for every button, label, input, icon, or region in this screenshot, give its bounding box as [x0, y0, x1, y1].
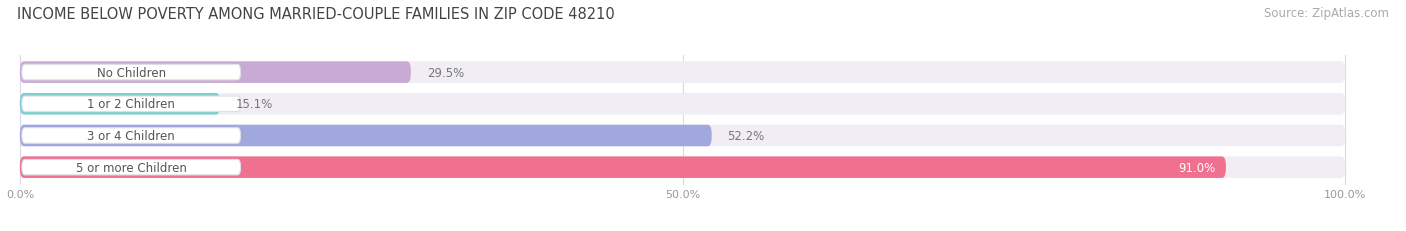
Text: No Children: No Children: [97, 66, 166, 79]
Text: 91.0%: 91.0%: [1178, 161, 1215, 174]
Text: 29.5%: 29.5%: [427, 66, 464, 79]
FancyBboxPatch shape: [22, 65, 240, 81]
FancyBboxPatch shape: [22, 160, 240, 175]
Text: 3 or 4 Children: 3 or 4 Children: [87, 129, 176, 142]
FancyBboxPatch shape: [20, 125, 1346, 147]
Text: 52.2%: 52.2%: [727, 129, 765, 142]
FancyBboxPatch shape: [20, 125, 711, 147]
Text: 1 or 2 Children: 1 or 2 Children: [87, 98, 176, 111]
Text: INCOME BELOW POVERTY AMONG MARRIED-COUPLE FAMILIES IN ZIP CODE 48210: INCOME BELOW POVERTY AMONG MARRIED-COUPL…: [17, 7, 614, 22]
FancyBboxPatch shape: [22, 97, 240, 112]
Text: 5 or more Children: 5 or more Children: [76, 161, 187, 174]
FancyBboxPatch shape: [20, 94, 219, 115]
Text: 15.1%: 15.1%: [236, 98, 273, 111]
FancyBboxPatch shape: [22, 128, 240, 144]
FancyBboxPatch shape: [20, 62, 411, 84]
FancyBboxPatch shape: [20, 62, 1346, 84]
Text: Source: ZipAtlas.com: Source: ZipAtlas.com: [1264, 7, 1389, 20]
FancyBboxPatch shape: [20, 157, 1226, 178]
FancyBboxPatch shape: [20, 157, 1346, 178]
FancyBboxPatch shape: [20, 94, 1346, 115]
